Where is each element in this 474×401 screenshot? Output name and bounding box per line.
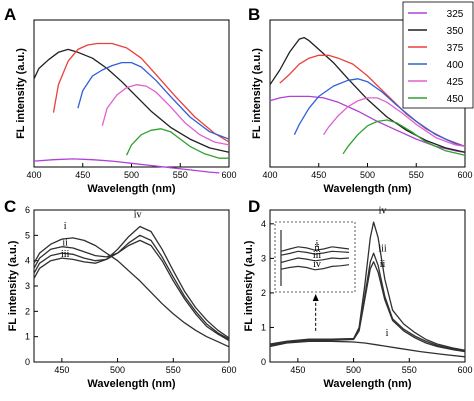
x-tick-label: 400: [262, 170, 277, 180]
series-line-iv: [33, 225, 230, 339]
inset-line-iv: [280, 264, 350, 271]
panel-label: A: [4, 5, 16, 24]
inset-line-i: [280, 246, 350, 252]
legend-entry: 325: [447, 9, 464, 20]
inset-label: iii: [313, 250, 322, 261]
panel-b: B 400 450 500 550 600 Wavelength (nm) FL intens…: [248, 1, 474, 195]
x-tick-label: 450: [54, 365, 69, 375]
legend-entry: 375: [447, 43, 464, 54]
curve-label: i: [64, 221, 67, 232]
curve-label: iii: [61, 249, 70, 260]
y-tick-label: 1: [25, 332, 30, 342]
legend-entry: 450: [447, 94, 464, 105]
x-tick-label: 550: [409, 170, 424, 180]
series-line-375: [52, 42, 230, 143]
series-line-400: [293, 78, 466, 148]
series-line-400: [77, 61, 230, 140]
panel-a: A 400 450 500 550 600 Wavelength (nm) FL intens…: [4, 5, 237, 195]
inset-label: iv: [313, 259, 321, 270]
y-axis-label: FL intensity (a.u.): [15, 48, 27, 139]
y-tick-label: 3: [25, 281, 30, 291]
y-tick-label: 1: [261, 322, 266, 332]
inset-line-ii: [280, 250, 350, 256]
x-axis-label: Wavelength (nm): [87, 378, 176, 390]
x-tick-label: 500: [110, 365, 125, 375]
series-line-325: [33, 158, 220, 174]
y-axis-label: FL intensity (a.u.): [7, 240, 19, 331]
panel-label: B: [248, 5, 260, 24]
y-axis-label: FL intensity (a.u.): [243, 240, 255, 331]
y-tick-label: 0: [261, 357, 266, 367]
panel-label: D: [248, 197, 260, 216]
y-tick-label: 6: [25, 205, 30, 215]
series-line-450: [126, 128, 229, 159]
series-line-ii: [33, 239, 230, 342]
inset-line-iii: [280, 257, 350, 264]
x-tick-label: 500: [360, 170, 375, 180]
curve-label: iii: [378, 243, 387, 254]
x-tick-label: 600: [457, 170, 472, 180]
panel-d: D 450 500 550 600 0 1 2 3 4 Wavelength (nm) FL inte…: [243, 197, 473, 390]
series-line-iii: [269, 252, 466, 352]
legend: 325 350 375 400 425 450: [402, 1, 474, 109]
curve-label: ii: [380, 259, 386, 270]
x-tick-label: 600: [457, 365, 472, 375]
curve-label: iv: [379, 205, 387, 216]
x-tick-label: 550: [402, 365, 417, 375]
inset-arrow-head: [312, 294, 319, 301]
plot-frame: [33, 209, 230, 363]
y-axis-label: FL intensity (a.u.): [251, 48, 263, 139]
legend-box: [402, 1, 474, 109]
x-tick-label: 600: [221, 365, 236, 375]
x-tick-label: 450: [311, 170, 326, 180]
legend-entry: 425: [447, 77, 464, 88]
y-tick-label: 2: [25, 306, 30, 316]
series-line-iv: [269, 221, 466, 351]
panel-label: C: [4, 197, 16, 216]
y-tick-label: 4: [25, 256, 30, 266]
y-tick-label: 2: [261, 288, 266, 298]
x-axis-label: Wavelength (nm): [87, 183, 176, 195]
plot-frame: [269, 209, 466, 363]
series-line-i: [33, 237, 230, 348]
curve-label: ii: [62, 237, 68, 248]
y-tick-label: 4: [261, 219, 266, 229]
series-line-425: [323, 97, 466, 148]
x-tick-label: 550: [173, 170, 188, 180]
legend-entry: 350: [447, 26, 464, 37]
x-tick-label: 500: [346, 365, 361, 375]
y-tick-label: 5: [25, 230, 30, 240]
series-line-450: [342, 119, 466, 156]
x-tick-label: 450: [290, 365, 305, 375]
series-line-425: [101, 84, 230, 146]
x-tick-label: 550: [166, 365, 181, 375]
y-tick-label: 0: [25, 357, 30, 367]
panel-c: C 450 500 550 600 0 1 2 3 4 5 6 Wavelength (nm) FL in…: [4, 197, 237, 390]
y-tick-label: 3: [261, 253, 266, 263]
inset-label: ii: [314, 243, 320, 254]
curve-label: iv: [134, 210, 142, 221]
x-axis-label: Wavelength (nm): [323, 183, 412, 195]
legend-entry: 400: [447, 60, 464, 71]
curve-label: i: [386, 328, 389, 339]
x-axis-label: Wavelength (nm): [323, 378, 412, 390]
inset-label: i: [316, 239, 319, 250]
x-tick-label: 450: [75, 170, 90, 180]
series-line-350: [33, 48, 230, 153]
x-tick-label: 600: [221, 170, 236, 180]
x-tick-label: 500: [124, 170, 139, 180]
inset-frame: [274, 221, 356, 293]
x-tick-label: 400: [26, 170, 41, 180]
series-line-iii: [33, 234, 230, 340]
